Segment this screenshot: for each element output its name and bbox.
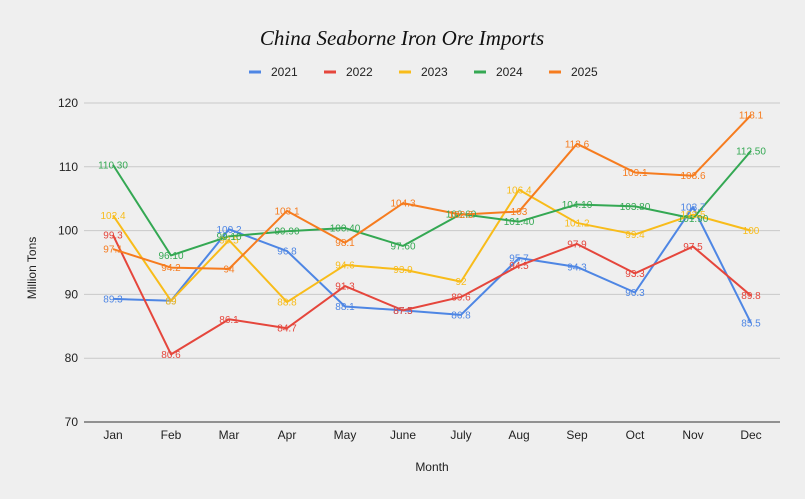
data-label: 106.4 (506, 185, 531, 196)
data-label: 113.6 (565, 139, 590, 150)
series-layer (112, 114, 752, 356)
data-label: 85.5 (741, 319, 761, 330)
data-label: 102.60 (446, 210, 477, 221)
data-label: 104.3 (390, 199, 415, 210)
legend-label: 2023 (421, 65, 448, 79)
x-tick-label: Mar (219, 428, 240, 442)
x-tick-label: Aug (508, 428, 529, 442)
data-label: 103.80 (620, 202, 651, 213)
x-tick-label: Dec (740, 428, 761, 442)
data-label: 95.7 (509, 254, 529, 265)
data-label: 102.4 (100, 211, 125, 222)
data-label: 98.5 (219, 236, 239, 247)
x-tick-label: June (390, 428, 416, 442)
data-label: 94.3 (567, 262, 587, 273)
data-label: 96.10 (158, 251, 183, 262)
data-label: 86.8 (451, 310, 471, 321)
y-tick-label: 110 (59, 160, 78, 174)
x-tick-label: July (450, 428, 471, 442)
data-label: 101.40 (504, 217, 535, 228)
series-line-2022 (112, 234, 752, 356)
data-label: 89 (165, 296, 177, 307)
series-line-2021 (112, 205, 752, 324)
chart-title: China Seaborne Iron Ore Imports (260, 26, 544, 50)
y-tick-label: 120 (58, 96, 78, 110)
data-label: 87.5 (393, 306, 413, 317)
data-label: 103.1 (274, 206, 299, 217)
data-label: 97.9 (567, 239, 587, 250)
data-label: 108.6 (680, 171, 705, 182)
y-tick-label: 80 (65, 351, 79, 365)
grid-layer: 70 80 90 100 110 120 Jan Feb Mar Apr May June July Au… (58, 96, 780, 442)
data-label: 112.50 (736, 146, 766, 157)
data-label: 110.30 (98, 160, 128, 171)
data-label: 101.2 (564, 218, 589, 229)
data-label: 96.8 (277, 247, 297, 258)
data-label: 89 (165, 296, 177, 307)
legend-label: 2024 (496, 65, 523, 79)
x-tick-label: Nov (682, 428, 703, 442)
data-label: 99.90 (274, 227, 299, 238)
data-label-layer: 89.3 89 100.2 96.8 88.1 87.5 86.8 95.7 94.3 90.3 1… (98, 111, 766, 361)
data-label: 118.1 (739, 111, 764, 122)
x-tick-label: May (334, 428, 357, 442)
data-label: 100.40 (330, 224, 361, 235)
data-label: 88.8 (277, 298, 297, 309)
data-label: 99.3 (103, 231, 123, 242)
data-label: 99.10 (216, 232, 241, 243)
x-tick-label: Feb (161, 428, 182, 442)
x-tick-label: Jan (103, 428, 122, 442)
data-label: 100 (743, 226, 760, 237)
data-label: 103 (511, 207, 528, 218)
y-tick-label: 90 (65, 287, 79, 301)
data-label: 97.1 (103, 245, 123, 256)
y-tick-label: 100 (58, 224, 78, 238)
data-label: 91.3 (335, 282, 355, 293)
data-label: 97.5 (683, 242, 703, 253)
y-tick-label: 70 (65, 415, 79, 429)
data-label: 89.6 (451, 292, 471, 303)
legend: 2021 2022 2023 2024 2025 (249, 65, 598, 79)
x-tick-label: Sep (566, 428, 588, 442)
data-label: 93.3 (625, 269, 645, 280)
data-label: 92 (455, 277, 467, 288)
data-label: 98.1 (335, 238, 355, 249)
data-label: 89.8 (741, 291, 761, 302)
x-axis-title: Month (415, 460, 448, 474)
data-label: 94.6 (335, 261, 355, 272)
legend-label: 2021 (271, 65, 298, 79)
data-label: 102.5 (680, 210, 705, 221)
series-line-2023 (112, 188, 752, 304)
data-label: 103.7 (680, 202, 705, 213)
data-label: 99.4 (625, 230, 645, 241)
data-label: 94.2 (161, 263, 181, 274)
data-label: 104.10 (562, 200, 593, 211)
data-label: 80.6 (161, 350, 181, 361)
series-line-2025 (112, 114, 752, 270)
data-label: 102.5 (448, 210, 473, 221)
data-label: 87.5 (393, 306, 413, 317)
data-label: 97.60 (390, 241, 415, 252)
legend-label: 2025 (571, 65, 598, 79)
data-label: 88.1 (335, 302, 355, 313)
x-tick-label: Oct (626, 428, 645, 442)
data-label: 86.1 (219, 315, 239, 326)
data-label: 89.3 (103, 294, 123, 305)
data-label: 101.90 (678, 214, 709, 225)
data-label: 90.3 (625, 288, 645, 299)
data-label: 94 (223, 264, 235, 275)
legend-label: 2022 (346, 65, 373, 79)
data-label: 84.7 (277, 324, 297, 335)
data-label: 94.5 (509, 261, 529, 272)
series-line-2024 (112, 150, 752, 257)
data-label: 93.9 (393, 265, 413, 276)
y-axis-title: Million Tons (25, 237, 39, 299)
x-tick-label: Apr (278, 428, 297, 442)
data-label: 109.1 (622, 168, 647, 179)
data-label: 100.2 (216, 225, 241, 236)
